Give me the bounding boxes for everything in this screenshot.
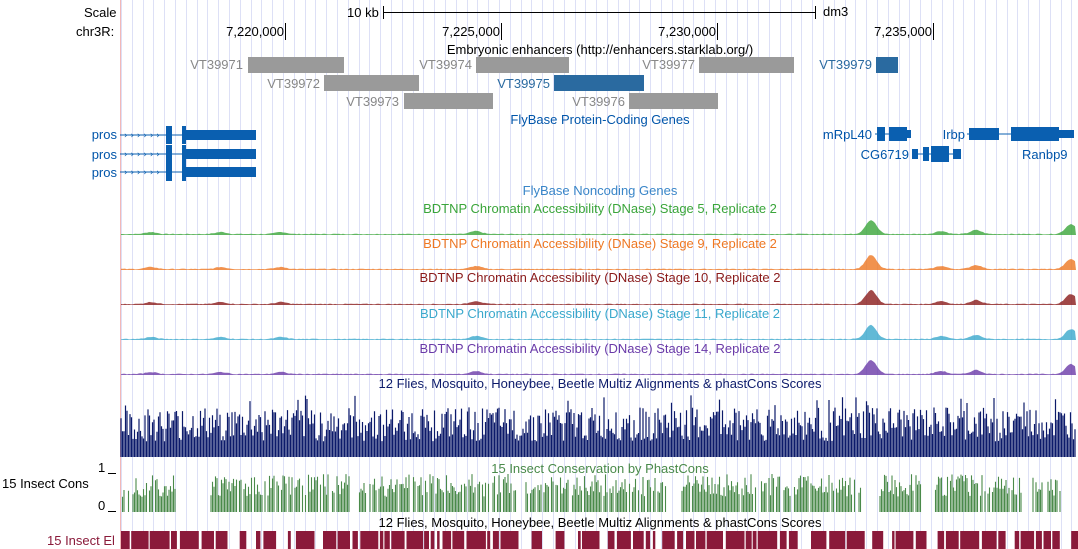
gene-label-pros[interactable]: pros (91, 165, 117, 180)
position-tick (285, 23, 286, 40)
enhancer-feature[interactable] (248, 57, 344, 73)
enhancer-label: VT39977 (642, 57, 695, 72)
enhancer-feature[interactable] (476, 57, 569, 73)
enhancer-feature-highlighted[interactable] (554, 75, 644, 91)
assembly-label: dm3 (823, 4, 849, 19)
position-label: 7,230,000 (658, 24, 716, 39)
dnase-signal (121, 220, 1076, 235)
phastcons-track-title: 15 Insect Conservation by PhastCons (491, 461, 709, 476)
enhancer-label: VT39979 (819, 57, 872, 72)
gene-label-cg6719[interactable]: CG6719 (860, 147, 909, 162)
dnase-signal (121, 324, 1076, 340)
enhancer-label: VT39971 (190, 57, 243, 72)
scale-bar (383, 12, 815, 13)
elements-track-title: 12 Flies, Mosquito, Honeybee, Beetle Mul… (378, 515, 822, 530)
y-max-tick (108, 473, 116, 474)
multiz-signal (120, 395, 1076, 457)
svg-text:› › › › › ›: › › › › › › (124, 150, 160, 160)
enhancer-label: VT39974 (419, 57, 472, 72)
noncoding-genes-track-title: FlyBase Noncoding Genes (522, 183, 678, 198)
multiz-track-title: 12 Flies, Mosquito, Honeybee, Beetle Mul… (378, 376, 822, 391)
gene-label-pros[interactable]: pros (91, 147, 117, 162)
scale-label: Scale (84, 5, 117, 20)
dnase-signal (121, 289, 1076, 305)
svg-text:› › › › › ›: › › › › › › (124, 168, 160, 178)
enhancer-feature[interactable] (404, 93, 493, 109)
gene-label-ranbp9[interactable]: Ranbp9 (1022, 147, 1068, 162)
enhancer-label: VT39976 (572, 94, 625, 109)
pros-gene-models[interactable]: › › › › › › › › › › › › › › › › › › (120, 126, 270, 186)
y-min-tick (108, 511, 116, 512)
dnase-signal (121, 255, 1076, 270)
scale-bar-left-end (383, 6, 384, 19)
position-label: 7,220,000 (226, 24, 284, 39)
elements-signal (121, 531, 1078, 549)
enhancers-track-title: Embryonic enhancers (http://enhancers.st… (446, 42, 754, 57)
position-tick (717, 23, 718, 40)
dnase-track-title: BDTNP Chromatin Accessibility (DNase) St… (419, 341, 781, 356)
svg-text:› › › › › ›: › › › › › › (124, 131, 160, 141)
right-gene-models[interactable] (875, 126, 1075, 166)
dnase-track-title: BDTNP Chromatin Accessibility (DNase) St… (423, 201, 777, 216)
enhancer-label: VT39975 (497, 76, 550, 91)
dnase-signal (121, 360, 1076, 375)
position-gridlines (121, 0, 1078, 549)
dnase-track-title: BDTNP Chromatin Accessibility (DNase) St… (423, 236, 777, 251)
dnase-track-title: BDTNP Chromatin Accessibility (DNase) St… (419, 306, 781, 321)
label-column-divider (120, 0, 121, 549)
enhancer-label: VT39972 (267, 76, 320, 91)
phastcons-signal (121, 474, 1061, 512)
enhancer-label: VT39973 (346, 94, 399, 109)
dnase-track-title: BDTNP Chromatin Accessibility (DNase) St… (419, 270, 781, 285)
elements-side-label[interactable]: 15 Insect El (47, 533, 115, 548)
chrom-label: chr3R: (76, 24, 115, 39)
scale-bar-text: 10 kb (347, 5, 379, 20)
enhancer-feature[interactable] (699, 57, 794, 73)
gene-label-pros[interactable]: pros (91, 127, 117, 142)
enhancer-feature[interactable] (629, 93, 718, 109)
enhancer-feature[interactable] (324, 75, 419, 91)
enhancer-feature[interactable] (876, 57, 898, 73)
gene-label-irbp[interactable]: Irbp (942, 127, 965, 142)
coding-genes-track-title: FlyBase Protein-Coding Genes (510, 112, 690, 127)
position-label: 7,225,000 (442, 24, 500, 39)
phastcons-y-max: 1 (98, 460, 106, 475)
phastcons-y-min: 0 (98, 498, 106, 513)
gene-label-mrpl40[interactable]: mRpL40 (822, 127, 872, 142)
position-tick (501, 23, 502, 40)
position-label: 7,235,000 (874, 24, 932, 39)
scale-bar-right-end (815, 6, 816, 19)
position-tick (933, 23, 934, 40)
phastcons-side-label[interactable]: 15 Insect Cons (2, 476, 89, 491)
